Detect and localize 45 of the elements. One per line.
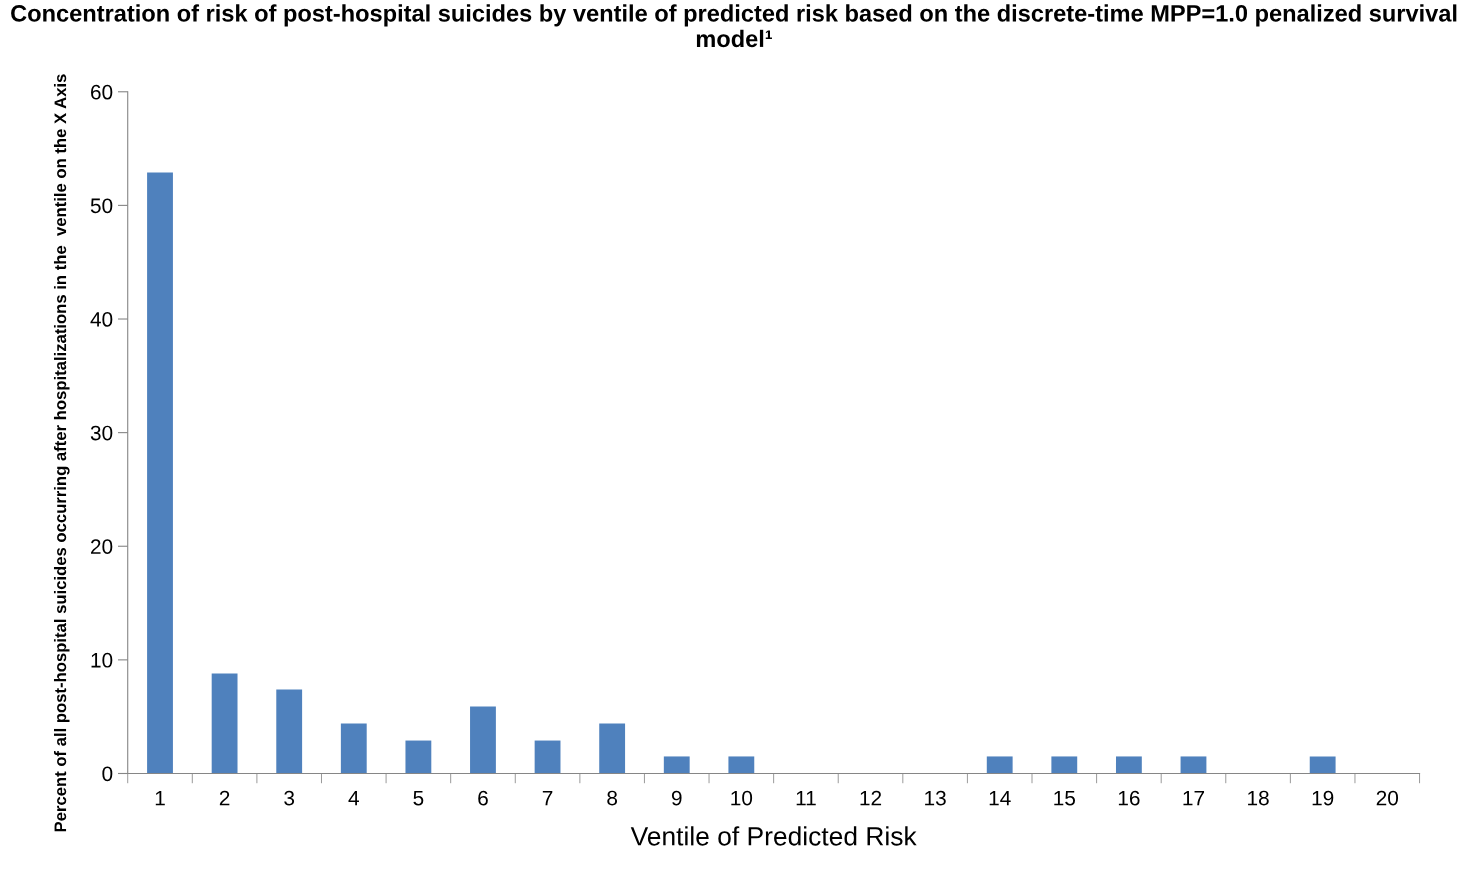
x-tick-label: 8 [607,790,618,806]
x-tick-label: 4 [348,790,359,806]
bar [663,756,690,774]
x-tick-label: 6 [478,790,488,806]
x-tick-label: 2 [219,790,230,806]
bar [211,673,238,774]
x-tick-label: 18 [1248,790,1269,806]
bar [147,172,173,774]
x-tick-label: 12 [860,790,882,806]
bar [1115,756,1142,774]
bar [599,723,626,774]
x-tick-label: 13 [925,790,946,806]
y-tick-label: 0 [102,766,113,782]
x-tick-label: 3 [284,790,295,806]
x-tick-label: 11 [796,790,816,806]
x-tick-label: 5 [413,790,424,806]
x-tick-label: 19 [1312,790,1334,806]
x-tick-label: 17 [1183,790,1205,806]
x-tick-label: 7 [542,790,553,806]
y-tick-label: 40 [90,312,113,327]
bar [405,740,432,774]
bar [1180,756,1207,774]
y-tick-label: 60 [91,84,113,100]
y-tick-label: 50 [90,198,113,214]
y-tick-label: 20 [91,539,113,554]
x-tick-label: 16 [1118,790,1140,806]
bar [986,756,1013,774]
x-tick-label: 20 [1376,790,1399,806]
y-tick-label: 30 [90,425,113,441]
bar [340,723,367,774]
bar [534,740,561,774]
x-tick-label: 10 [731,790,753,806]
bar [276,689,303,774]
y-tick-label: 10 [91,652,113,668]
bar [1309,756,1336,774]
x-tick-label: 14 [989,790,1011,806]
x-tick-label: 9 [671,790,682,806]
chart-title: Concentration of risk of post-hospital suicides by ventile of predicted risk based on the discrete-time MPP=1.0 penalized survival model¹ [11,4,1457,48]
x-tick-label: 1 [155,790,165,806]
y-axis-title: Percent of all post-hospital suicides occurring after hospitalizations in the ventile on the X Axis [53,74,70,832]
x-axis-title: Ventile of Predicted Risk [630,826,917,846]
bar [728,756,755,774]
bar [1051,756,1078,774]
bar [470,706,496,774]
x-tick-label: 15 [1054,790,1076,806]
